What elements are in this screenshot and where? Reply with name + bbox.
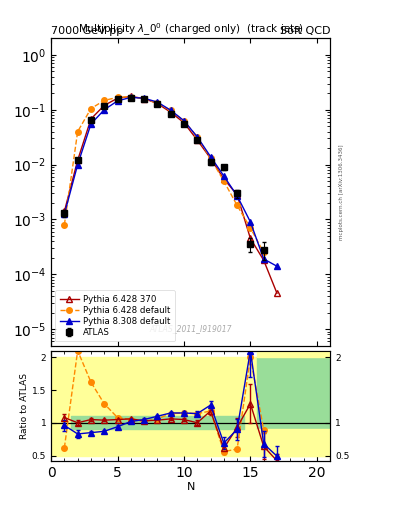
Pythia 8.308 default <box>62 211 67 217</box>
Pythia 6.428 370 <box>75 157 80 163</box>
Pythia 6.428 default <box>75 129 80 135</box>
Title: Multiplicity $\lambda\_0^0$ (charged only)  (track jets): Multiplicity $\lambda\_0^0$ (charged onl… <box>77 22 304 38</box>
Pythia 6.428 default <box>168 108 173 114</box>
Pythia 6.428 default <box>235 202 239 208</box>
Pythia 8.308 default <box>102 106 107 113</box>
Pythia 6.428 default <box>62 222 67 228</box>
Pythia 8.308 default <box>261 256 266 262</box>
Pythia 8.308 default <box>182 118 186 124</box>
Y-axis label: Ratio to ATLAS: Ratio to ATLAS <box>20 373 29 439</box>
Pythia 6.428 default <box>261 249 266 255</box>
Pythia 8.308 default <box>168 107 173 113</box>
Pythia 8.308 default <box>275 263 279 269</box>
Pythia 6.428 370 <box>168 109 173 115</box>
Pythia 6.428 370 <box>261 257 266 263</box>
Pythia 8.308 default <box>88 121 93 127</box>
Text: 7000 GeV pp: 7000 GeV pp <box>51 26 123 36</box>
Pythia 6.428 370 <box>62 208 67 215</box>
Line: Pythia 6.428 default: Pythia 6.428 default <box>62 94 266 255</box>
Pythia 6.428 default <box>248 225 253 231</box>
Pythia 6.428 370 <box>235 192 239 198</box>
Pythia 6.428 370 <box>88 116 93 122</box>
Pythia 8.308 default <box>235 193 239 199</box>
Pythia 6.428 default <box>129 94 133 100</box>
Pythia 8.308 default <box>208 154 213 160</box>
Text: ATLAS_2011_I919017: ATLAS_2011_I919017 <box>149 324 232 333</box>
Pythia 6.428 default <box>195 134 200 140</box>
Pythia 6.428 default <box>222 178 226 184</box>
Pythia 6.428 default <box>115 94 120 100</box>
Pythia 6.428 370 <box>142 95 147 101</box>
Pythia 6.428 default <box>208 155 213 161</box>
Text: Soft QCD: Soft QCD <box>280 26 330 36</box>
X-axis label: N: N <box>186 482 195 493</box>
Pythia 6.428 default <box>88 105 93 112</box>
Pythia 8.308 default <box>129 94 133 100</box>
Pythia 6.428 370 <box>102 102 107 109</box>
Pythia 6.428 370 <box>222 176 226 182</box>
Pythia 8.308 default <box>142 95 147 101</box>
Pythia 8.308 default <box>195 134 200 140</box>
Pythia 6.428 370 <box>115 95 120 101</box>
Pythia 6.428 default <box>155 100 160 106</box>
Pythia 8.308 default <box>155 99 160 105</box>
Pythia 6.428 370 <box>248 236 253 242</box>
Pythia 6.428 370 <box>155 100 160 106</box>
Pythia 6.428 370 <box>208 155 213 161</box>
Text: mcplots.cern.ch [arXiv:1306.3436]: mcplots.cern.ch [arXiv:1306.3436] <box>340 144 344 240</box>
Pythia 6.428 370 <box>129 93 133 99</box>
Legend: Pythia 6.428 370, Pythia 6.428 default, Pythia 8.308 default, ATLAS: Pythia 6.428 370, Pythia 6.428 default, … <box>55 290 174 342</box>
Line: Pythia 8.308 default: Pythia 8.308 default <box>62 95 280 269</box>
Pythia 8.308 default <box>222 173 226 179</box>
Pythia 6.428 370 <box>275 290 279 296</box>
Pythia 6.428 default <box>142 96 147 102</box>
Line: Pythia 6.428 370: Pythia 6.428 370 <box>62 94 280 296</box>
Pythia 6.428 default <box>102 97 107 103</box>
Pythia 8.308 default <box>115 98 120 104</box>
Pythia 8.308 default <box>75 161 80 167</box>
Pythia 6.428 370 <box>182 120 186 126</box>
Pythia 6.428 default <box>182 118 186 124</box>
Pythia 6.428 370 <box>195 137 200 143</box>
Pythia 8.308 default <box>248 219 253 225</box>
